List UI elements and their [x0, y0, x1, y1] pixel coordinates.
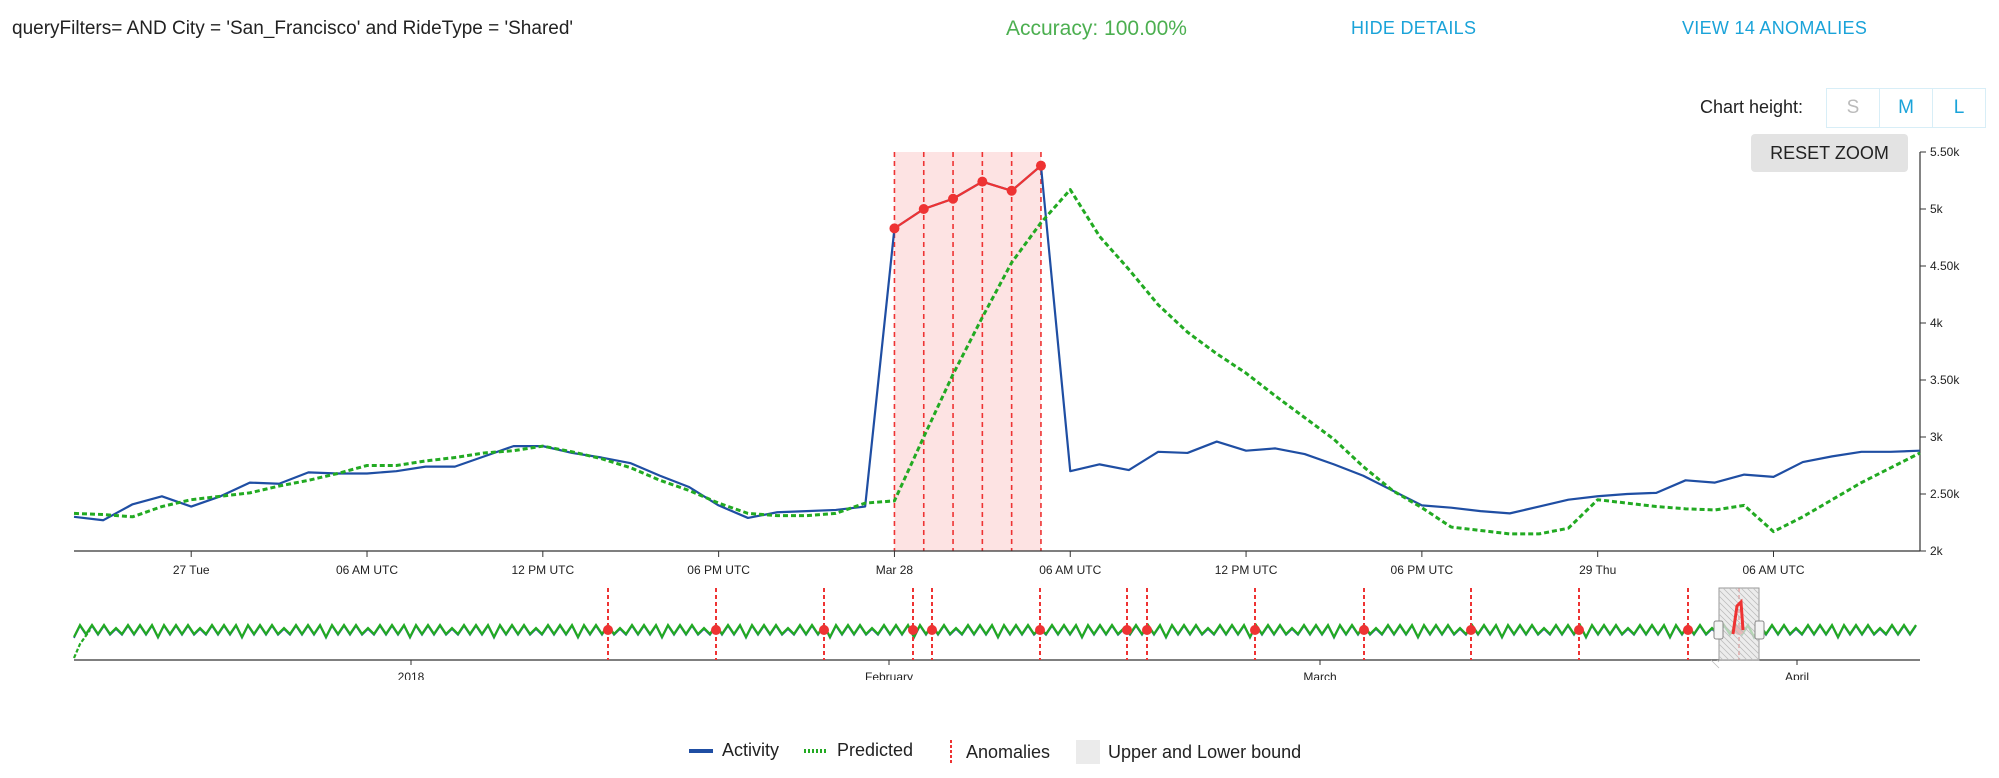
navigator-x-tick-label: March: [1303, 670, 1336, 680]
chart-height-selector: S M L: [1826, 88, 1986, 128]
navigator-left-handle: [1713, 620, 1724, 640]
navigator-predicted-line: [73, 622, 1917, 640]
navigator-window-hatch: [1718, 649, 1730, 661]
view-anomalies-link[interactable]: VIEW 14 ANOMALIES: [1682, 18, 1868, 38]
query-filters-text: queryFilters= AND City = 'San_Francisco'…: [12, 18, 574, 39]
navigator-window-hatch: [1718, 643, 1736, 661]
activity-swatch: [689, 748, 713, 753]
navigator-window-hatch: [1716, 659, 1720, 663]
navigator-x-tick-label: February: [865, 670, 913, 680]
predicted-swatch: [804, 748, 828, 753]
navigator-window-hatch: [1718, 631, 1748, 661]
bounds-swatch: [1076, 740, 1100, 764]
legend-item-anomalies[interactable]: Anomalies: [944, 740, 1050, 764]
navigator-anomaly-point: [1035, 625, 1045, 635]
reset-zoom-button[interactable]: RESET ZOOM: [1751, 134, 1908, 172]
navigator-window-hatch: [1710, 659, 1720, 669]
legend-bounds-label: Upper and Lower bound: [1108, 741, 1302, 762]
anomaly-point: [918, 204, 929, 214]
navigator-anomaly-point: [927, 625, 937, 635]
legend-anomalies-label: Anomalies: [966, 741, 1051, 762]
chart-height-label: Chart height:: [1700, 97, 1804, 117]
legend-activity-label: Activity: [722, 740, 780, 760]
x-tick-label: 06 AM UTC: [1039, 563, 1101, 577]
y-tick-label: 2.50k: [1930, 487, 1960, 501]
y-tick-label: 4k: [1930, 316, 1944, 330]
y-tick-label: 2k: [1930, 544, 1944, 558]
navigator-window-hatch: [1718, 655, 1724, 661]
x-tick-label: 27 Tue: [173, 563, 210, 577]
navigator-anomaly-point: [603, 625, 613, 635]
chart-height-l-button[interactable]: L: [1932, 89, 1985, 127]
navigator-right-handle: [1754, 620, 1765, 640]
x-tick-label: 12 PM UTC: [511, 563, 574, 577]
navigator-window-hatch: [1718, 607, 1760, 649]
x-tick-label: 06 AM UTC: [1742, 563, 1804, 577]
anomaly-point: [1006, 185, 1017, 196]
anomaly-point: [948, 193, 959, 204]
navigator-anomaly-point: [819, 625, 829, 635]
navigator-window-hatch: [1718, 619, 1760, 661]
navigator-x-tick-label: April: [1785, 670, 1809, 680]
navigator-window-hatch: [1728, 587, 1760, 619]
hide-details-link[interactable]: HIDE DETAILS: [1351, 18, 1477, 38]
navigator-window-spike: [1731, 598, 1745, 635]
y-tick-label: 3.50k: [1930, 373, 1960, 387]
navigator-anomaly-point: [1466, 625, 1476, 635]
navigator-window-hatch: [1752, 587, 1760, 595]
navigator-window-hatch: [1718, 613, 1760, 655]
main-chart[interactable]: 2k 2.50k 3k 3.50k 4k 4.50k 5k 5.50k 27 Tue 06 AM …: [0, 140, 1999, 720]
predicted-series-line: [73, 188, 1921, 536]
x-tick-label: Mar 28: [876, 563, 914, 577]
navigator-window-hatch: [1734, 587, 1760, 613]
legend: Activity Predicted Anomalies Upper and L…: [0, 740, 1999, 764]
navigator-chart[interactable]: 2018 February March April: [0, 580, 1999, 680]
y-tick-label: 4.50k: [1930, 259, 1960, 273]
header-bar: queryFilters= AND City = 'San_Francisco'…: [0, 0, 1999, 60]
anomalies-swatch: [950, 740, 952, 764]
navigator-anomaly-point: [1574, 625, 1584, 635]
chart-height-s-button[interactable]: S: [1846, 97, 1860, 118]
chart-height-m-button[interactable]: M: [1879, 89, 1932, 127]
x-tick-label: 06 PM UTC: [687, 563, 750, 577]
legend-item-bounds[interactable]: Upper and Lower bound: [1076, 740, 1301, 764]
x-tick-label: 29 Thu: [1579, 563, 1616, 577]
x-tick-label: 06 PM UTC: [1391, 563, 1454, 577]
navigator-anomaly-point: [711, 625, 721, 635]
navigator-window-hatch: [1740, 587, 1760, 607]
navigator-window-hatch: [1746, 587, 1760, 601]
accuracy-text: Accuracy: 100.00%: [1006, 17, 1187, 40]
navigator-anomaly-point: [1142, 625, 1152, 635]
navigator-predicted-ramp: [72, 629, 91, 659]
navigator-anomaly-point: [908, 625, 918, 635]
y-tick-label: 5.50k: [1930, 145, 1960, 159]
anomaly-point: [1035, 160, 1046, 171]
x-tick-label: 06 AM UTC: [336, 563, 398, 577]
navigator-window-hatch: [1718, 595, 1760, 637]
navigator-x-tick-label: 2018: [398, 670, 425, 680]
y-tick-label: 3k: [1930, 430, 1944, 444]
legend-item-activity[interactable]: Activity: [688, 740, 779, 761]
navigator-anomaly-point: [1250, 625, 1260, 635]
navigator-anomaly-point: [1122, 625, 1132, 635]
anomaly-series-segment: [893, 164, 1042, 230]
navigator-window-hatch: [1718, 625, 1754, 661]
y-tick-label: 5k: [1930, 202, 1944, 216]
anomaly-band: [894, 152, 1041, 551]
anomaly-point: [889, 223, 900, 234]
legend-predicted-label: Predicted: [837, 740, 914, 760]
legend-item-predicted[interactable]: Predicted: [803, 740, 913, 761]
navigator-anomaly-point: [1359, 625, 1369, 635]
anomaly-point: [977, 176, 988, 187]
navigator-window-hatch: [1718, 601, 1760, 643]
x-tick-label: 12 PM UTC: [1215, 563, 1278, 577]
navigator-window-hatch: [1718, 589, 1760, 631]
navigator-window-hatch: [1718, 637, 1742, 661]
navigator-anomaly-point: [1683, 625, 1693, 635]
